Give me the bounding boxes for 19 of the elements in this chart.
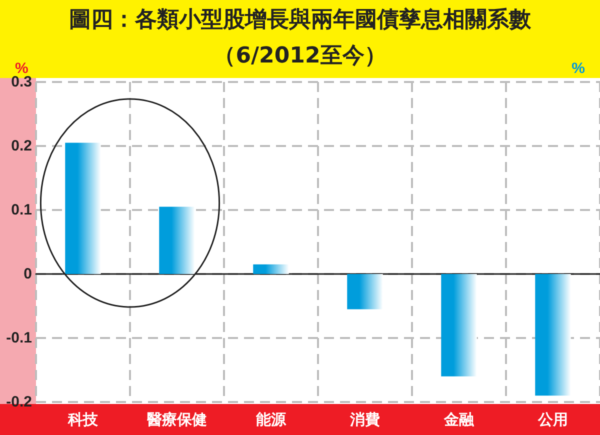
chart-subtitle: （6/2012至今）	[214, 44, 386, 68]
chart-title: 圖四：各類小型股增長與兩年國債孳息相關系數	[69, 6, 532, 32]
x-tick-label: 消費	[349, 410, 380, 428]
bar	[347, 274, 383, 310]
y2-axis-title: %	[572, 60, 586, 77]
bar	[535, 274, 571, 396]
bar	[253, 264, 289, 274]
y-tick-label: 0.1	[11, 202, 32, 218]
y-tick-label: 0.2	[11, 138, 32, 154]
x-tick-label: 能源	[256, 410, 287, 428]
bar	[65, 142, 101, 274]
bar	[441, 274, 477, 376]
x-tick-label: 醫療保健	[147, 410, 207, 428]
x-tick-label: 公用	[537, 410, 568, 428]
y-tick-label: -0.1	[6, 330, 32, 346]
y-tick-label: 0	[24, 266, 32, 282]
x-tick-label: 金融	[443, 410, 475, 428]
bar	[159, 206, 195, 274]
x-tick-label: 科技	[67, 410, 99, 428]
